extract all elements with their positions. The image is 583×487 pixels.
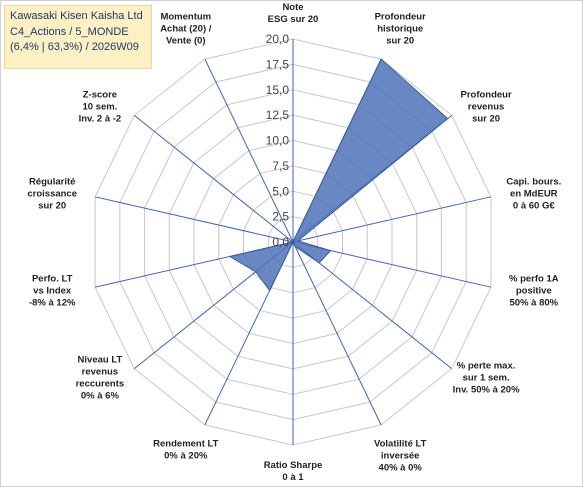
axis-label-2: Profondeur revenus sur 20: [460, 90, 511, 125]
spoke-13: [204, 58, 294, 243]
axis-label-12: Z-score 10 sem. Inv. 2 à -2: [79, 90, 122, 125]
tick-label-2: 5,0: [272, 184, 289, 198]
tick-label-0: 0,0: [272, 235, 289, 249]
axis-label-0: Note ESG sur 20: [268, 2, 319, 25]
axis-label-11: Régularité croissance sur 20: [27, 177, 77, 212]
axis-label-8: Rendement LT 0% à 20%: [153, 439, 218, 462]
tick-label-7: 17,5: [266, 57, 290, 71]
radar-series: [228, 58, 449, 292]
spoke-6: [292, 241, 382, 426]
tick-label-4: 10,0: [266, 134, 290, 148]
axis-label-13: Momentum Achat (20) / Vente (0): [160, 12, 212, 47]
radar-axis-labels: Note ESG sur 20 Profondeur historique sur 20…: [27, 2, 561, 483]
axis-label-6: Volatilité LT inversée 40% à 0%: [374, 439, 427, 474]
axis-label-5: % perte max. sur 1 sem. Inv. 50% à 20%: [453, 360, 520, 395]
axis-label-10: Perfo. LT vs Index -8% à 12%: [29, 273, 76, 308]
tick-label-5: 12,5: [266, 108, 290, 122]
spoke-12: [133, 115, 294, 243]
axis-label-3: Capi. bours. en MdEUR 0 à 60 G€: [506, 177, 561, 212]
series-polygon: [228, 58, 449, 292]
axis-label-9: Niveau LT revenus reccurents 0% à 6%: [76, 354, 125, 401]
spoke-11: [94, 196, 294, 243]
axis-label-1: Profondeur historique sur 20: [375, 12, 426, 47]
tick-label-1: 2,5: [272, 210, 289, 224]
axis-label-7: Ratio Sharpe 0 à 1: [264, 460, 323, 483]
title-line-period: (6,4% | 63,3%) / 2026W09: [10, 41, 139, 53]
spoke-3: [292, 196, 492, 243]
tick-label-3: 7,5: [272, 159, 289, 173]
tick-label-6: 15,0: [266, 83, 290, 97]
axis-label-4: % perfo 1A positive 50% à 80%: [509, 273, 559, 308]
tick-label-8: 20,0: [266, 32, 290, 46]
title-line-portfolio: C4_Actions / 5_MONDE: [10, 25, 129, 38]
radar-tick-labels: 0,0 2,5 5,0 7,5 10,0 12,5 15,0 17,5 20,0: [266, 32, 290, 249]
title-line-company: Kawasaki Kisen Kaisha Ltd: [10, 10, 143, 22]
chart-title-box: Kawasaki Kisen Kaisha Ltd C4_Actions / 5…: [4, 5, 152, 69]
